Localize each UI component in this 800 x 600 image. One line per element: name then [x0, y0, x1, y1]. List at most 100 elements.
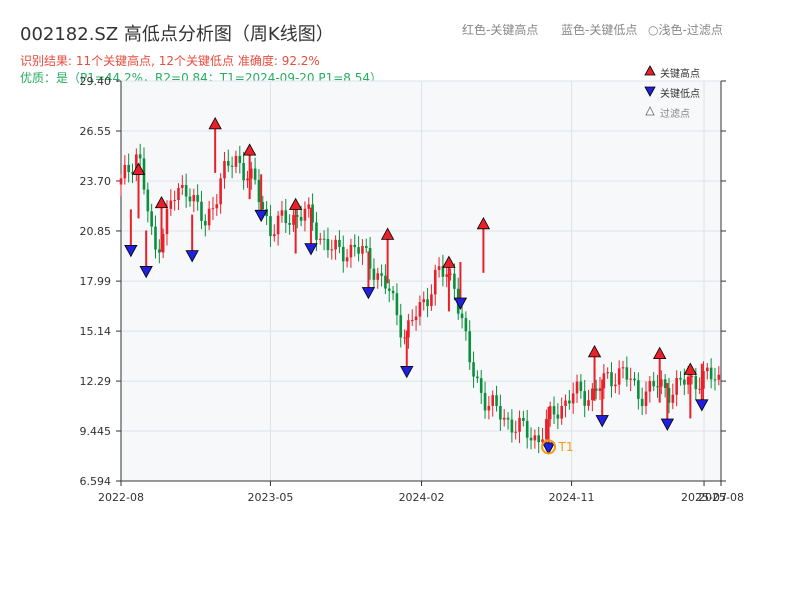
candle-body: [464, 318, 468, 332]
candle-body: [453, 273, 456, 289]
candle-body: [407, 320, 410, 338]
candle-body: [594, 388, 598, 391]
candle-body: [123, 164, 127, 179]
candle-body: [295, 215, 299, 217]
y-tick-label: 29.40: [80, 75, 112, 88]
candle-body: [445, 274, 449, 277]
t1-circle: [541, 439, 557, 455]
candle-body: [502, 417, 506, 420]
candle-body: [644, 391, 648, 407]
y-tick-label: 6.594: [80, 475, 112, 488]
candle-body: [433, 269, 437, 295]
x-tick-label: 2025-08: [698, 491, 744, 504]
candle-body: [610, 372, 613, 387]
candle-body: [387, 288, 391, 291]
candle-body: [656, 386, 659, 388]
candle-body: [437, 266, 441, 270]
key-high-marker: [476, 216, 491, 230]
candle-body: [713, 379, 717, 381]
candle-body: [518, 417, 521, 432]
candle-body: [479, 378, 483, 393]
candle-body: [364, 246, 368, 249]
result-summary: 识别结果: 11个关键高点, 12个关键低点 准确度: 92.2%: [20, 54, 320, 68]
candle-body: [269, 216, 272, 237]
candle-body: [322, 238, 326, 240]
hint-red-high: 红色-关键高点: [462, 23, 539, 37]
candle-body: [184, 184, 188, 197]
t1-label: T1: [558, 440, 574, 454]
candle-body: [717, 374, 721, 380]
candle-body: [361, 246, 364, 254]
legend-item-low: 关键低点: [644, 84, 764, 100]
candle-body: [629, 378, 632, 380]
candle-body: [522, 417, 525, 421]
candle-body: [380, 273, 383, 276]
candle-body: [368, 248, 372, 269]
candle-body: [384, 275, 387, 289]
candle-body: [675, 377, 678, 395]
candle-body: [556, 414, 560, 419]
x-tick-label: 2024-11: [549, 491, 595, 504]
y-tick-label: 12.29: [80, 375, 112, 388]
candle-body: [238, 155, 242, 164]
candle-body: [633, 378, 636, 381]
candle-body: [537, 435, 541, 443]
candle-body: [598, 388, 602, 391]
candle-body: [261, 202, 265, 210]
legend-label-filtered: 过滤点: [660, 109, 690, 120]
candle-body: [694, 376, 698, 390]
x-tick-label: 2024-02: [399, 491, 445, 504]
y-tick-label: 26.55: [80, 125, 112, 138]
candle-body: [426, 299, 429, 307]
candle-body: [280, 210, 284, 216]
candle-body: [514, 431, 518, 433]
y-tick-label: 9.445: [80, 425, 112, 438]
x-tick-label: 2022-08: [98, 491, 144, 504]
candle-body: [272, 234, 276, 237]
candle-body: [602, 373, 606, 389]
candle-body: [138, 154, 142, 159]
key-low-marker: [541, 442, 556, 455]
candle-body: [468, 331, 472, 363]
light-up-triangle-icon: [645, 106, 655, 116]
candle-body: [487, 405, 491, 411]
candle-body: [242, 163, 245, 181]
candle-body: [679, 377, 682, 380]
candle-body: [207, 208, 211, 226]
candle-body: [414, 316, 418, 321]
candle-body: [131, 172, 134, 174]
legend-item-high: 关键高点: [644, 64, 764, 80]
candle-body: [621, 367, 625, 369]
candle-body: [376, 273, 380, 280]
key-low-marker: [695, 399, 709, 412]
key-high-marker: [380, 227, 395, 240]
candle-body: [591, 388, 594, 401]
candle-body: [499, 405, 502, 420]
candle-body: [135, 154, 138, 174]
candle-body: [660, 379, 663, 387]
candle-body: [161, 234, 165, 253]
key-low-marker: [254, 209, 268, 223]
candle-body: [165, 208, 169, 235]
candle-body: [510, 419, 514, 433]
candle-body: [495, 395, 498, 406]
key-high-marker: [587, 345, 602, 358]
candle-body: [545, 419, 548, 440]
candle-body: [307, 204, 311, 209]
candle-body: [686, 376, 690, 385]
candle-body: [146, 189, 150, 212]
candle-body: [430, 294, 433, 307]
key-high-marker: [653, 346, 667, 360]
candle-body: [372, 268, 376, 280]
candle-body: [410, 320, 414, 322]
x-tick-label: 2025-07: [681, 491, 727, 504]
candle-body: [284, 210, 288, 223]
candle-body: [403, 337, 406, 339]
legend-label-high: 关键高点: [660, 69, 700, 80]
candle-body: [253, 168, 257, 180]
hint-light-label: 浅色-过滤点: [658, 23, 723, 37]
candle-body: [560, 405, 563, 419]
candle-body: [276, 215, 280, 235]
candle-body: [541, 439, 544, 443]
